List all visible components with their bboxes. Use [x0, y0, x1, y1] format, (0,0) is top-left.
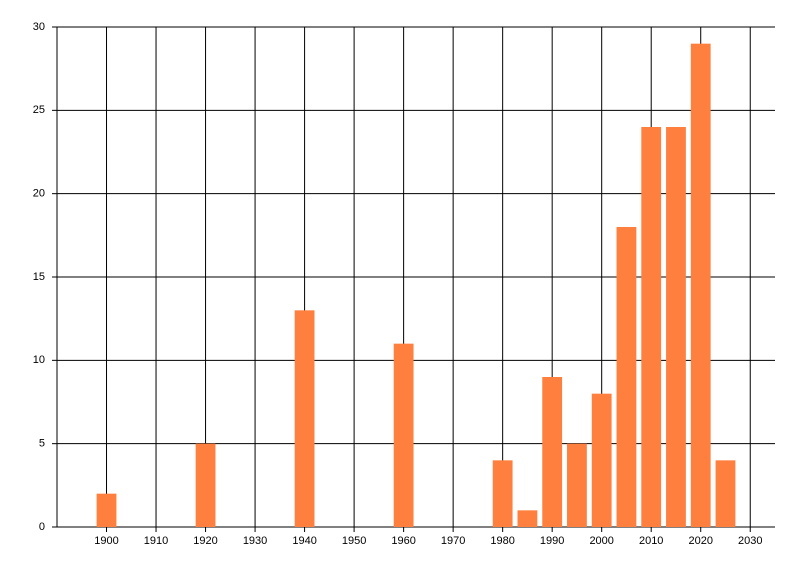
y-tick-label: 30: [33, 21, 45, 33]
bar: [641, 127, 662, 527]
x-tick-label: 1980: [490, 535, 514, 547]
x-tick-label: 1930: [243, 535, 267, 547]
bar: [96, 493, 117, 527]
bar: [542, 377, 563, 527]
x-tick-label: 1970: [441, 535, 465, 547]
x-tick-label: 2010: [639, 535, 663, 547]
bar: [393, 343, 414, 527]
bar: [492, 460, 513, 527]
bar: [567, 443, 587, 527]
bar: [690, 43, 711, 528]
bar: [666, 127, 686, 527]
y-tick-label: 25: [33, 104, 45, 116]
bar: [195, 443, 216, 527]
y-tick-label: 10: [33, 354, 45, 366]
x-tick-label: 1960: [391, 535, 415, 547]
y-tick-label: 20: [33, 188, 45, 200]
x-tick-label: 1950: [342, 535, 366, 547]
x-tick-label: 2030: [738, 535, 762, 547]
x-tick-label: 2020: [688, 535, 712, 547]
y-tick-label: 0: [39, 521, 45, 533]
x-tick-label: 1900: [94, 535, 118, 547]
x-tick-label: 2000: [589, 535, 613, 547]
bar: [294, 310, 315, 527]
x-tick-label: 1990: [540, 535, 564, 547]
y-tick-label: 15: [33, 271, 45, 283]
y-tick-label: 5: [39, 438, 45, 450]
bar: [517, 510, 538, 527]
x-tick-label: 1940: [292, 535, 316, 547]
x-tick-label: 1910: [144, 535, 168, 547]
x-tick-label: 1920: [193, 535, 217, 547]
bar: [591, 393, 612, 527]
bar: [616, 227, 637, 527]
bar: [715, 460, 736, 527]
